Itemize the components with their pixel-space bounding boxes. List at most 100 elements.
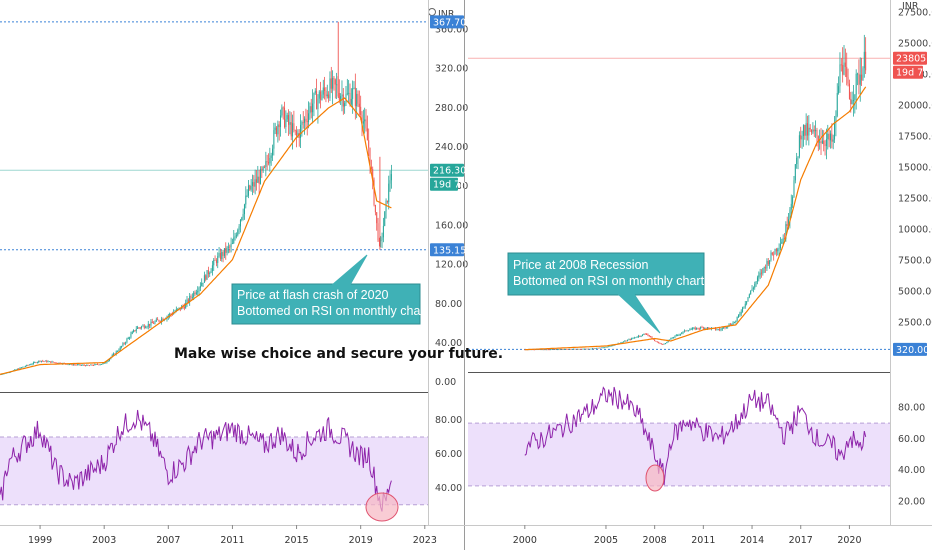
left-candle-body: [210, 271, 212, 273]
left-candle-body: [388, 183, 390, 203]
left-candle-body: [288, 115, 290, 125]
left-candle-body: [32, 362, 34, 364]
right-candle-body: [758, 275, 760, 278]
left-candle-body: [263, 166, 265, 168]
left-candle-body: [80, 365, 82, 366]
right-candle-body: [564, 349, 566, 350]
left-candle-body: [54, 362, 56, 364]
left-candle-body: [2, 373, 4, 375]
left-candle-body: [151, 321, 153, 324]
left-candle-body: [198, 287, 200, 292]
left-candle-body: [38, 360, 40, 363]
left-price-pane[interactable]: [0, 0, 428, 392]
right-candle-body: [825, 139, 827, 147]
left-candle-body: [207, 270, 209, 275]
left-scale-gear-icon[interactable]: [428, 8, 436, 16]
right-candle-body: [748, 294, 750, 298]
right-rsi-tick: 40.00: [898, 465, 925, 476]
left-candle-body: [261, 169, 263, 171]
right-candle-body: [717, 329, 719, 331]
left-candle-body: [158, 319, 160, 322]
left-candle-body: [175, 309, 177, 312]
left-candle-body: [305, 118, 307, 122]
left-candle-body: [292, 123, 294, 137]
left-candle-body: [242, 214, 244, 218]
left-candle-body: [257, 176, 259, 183]
right-candle-body: [655, 341, 657, 342]
right-candle-body: [797, 156, 799, 158]
right-candle-body: [724, 327, 726, 329]
right-candle-body: [593, 348, 595, 350]
left-candle-body: [282, 107, 284, 109]
right-candle-body: [698, 328, 700, 330]
left-candle-body: [364, 119, 366, 122]
left-candle-body: [155, 319, 157, 322]
left-candle-body: [277, 124, 279, 135]
left-candle-body: [153, 323, 155, 324]
right-candle-body: [742, 307, 744, 312]
left-rsi-bottom-highlight: [365, 492, 399, 522]
right-price-badge: [893, 51, 927, 65]
left-price-badge: [430, 163, 464, 177]
left-candle-body: [325, 90, 327, 97]
right-candle-body: [562, 349, 564, 351]
right-candle-body: [683, 330, 685, 332]
left-candle-body: [90, 364, 92, 366]
right-price-pane[interactable]: [468, 0, 890, 372]
right-candle-body: [701, 327, 703, 328]
left-candle-body: [51, 361, 53, 363]
right-candle-body: [545, 349, 547, 351]
left-candle-body: [189, 296, 191, 302]
right-candle-body: [650, 336, 652, 337]
left-candle-body: [197, 291, 199, 293]
footer-tagline: Make wise choice and secure your future.: [174, 346, 503, 362]
left-candle-body: [20, 367, 22, 369]
right-candle-body: [621, 342, 623, 344]
right-rsi-tick: 60.00: [898, 434, 925, 445]
left-candle-body: [251, 182, 253, 186]
left-candle-body: [146, 326, 148, 328]
right-candle-body: [721, 328, 723, 330]
left-candle-body: [101, 364, 103, 365]
left-candle-body: [253, 182, 255, 187]
right-candle-body: [540, 349, 542, 351]
left-candle-body: [111, 355, 113, 358]
right-candle-body: [827, 133, 829, 140]
time-axis[interactable]: 1999 2003 2007 2011 2015 2019 2023 2000 2005 2008…: [28, 525, 862, 546]
left-candle-body: [353, 87, 355, 89]
left-candle-body: [94, 364, 96, 366]
right-candle-body: [831, 133, 833, 142]
right-candle-body: [669, 339, 671, 341]
right-time-tick: 2005: [594, 535, 618, 546]
left-candle-body: [341, 94, 343, 97]
right-candle-body: [800, 135, 802, 140]
right-candle-body: [675, 335, 677, 336]
left-candle-body: [117, 351, 119, 352]
left-candle-body: [328, 94, 330, 99]
right-candle-body: [654, 339, 656, 342]
right-candle-body: [598, 347, 600, 349]
left-price-axis[interactable]: 0.0040.0080.00120.00160.00200.00240.0028…: [435, 24, 468, 493]
right-candle-body: [625, 340, 627, 342]
right-annotation-callout[interactable]: Price at 2008 Recession Bottomed on RSI …: [507, 252, 705, 334]
left-rsi-band: [0, 437, 428, 505]
right-rsi-bottom-highlight: [645, 464, 665, 492]
left-candle-body: [390, 174, 392, 181]
left-candle-body: [201, 282, 203, 287]
left-candle-body: [340, 96, 342, 100]
right-price-axis[interactable]: 2500.00 5000.00 7500.00 10000.00 12500.00 150…: [898, 7, 932, 507]
left-candle-body: [231, 243, 233, 244]
right-candle-body: [579, 348, 581, 350]
left-candle-body: [50, 361, 52, 363]
right-candle-body: [673, 337, 675, 339]
left-annotation-callout[interactable]: Price at flash crash of 2020 Bottomed on…: [231, 254, 429, 325]
left-candle-body: [121, 346, 123, 348]
left-candle-body: [221, 252, 223, 259]
left-candle-body: [313, 92, 315, 104]
left-candle-body: [346, 93, 348, 95]
left-candle-body: [378, 240, 380, 242]
left-candle-body: [199, 286, 201, 288]
left-candle-body: [373, 179, 375, 205]
left-candle-body: [205, 275, 207, 280]
right-candle-body: [664, 343, 666, 344]
